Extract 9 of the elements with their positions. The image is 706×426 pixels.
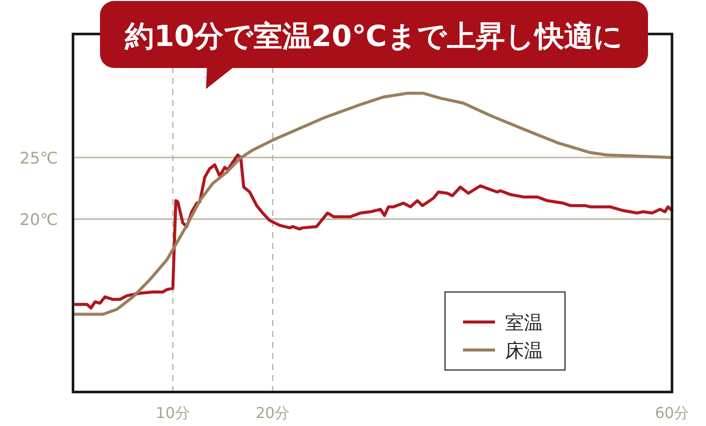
legend-label: 室温 bbox=[505, 312, 543, 334]
y-tick-label: 20℃ bbox=[20, 210, 58, 230]
y-tick-label: 25℃ bbox=[20, 148, 58, 168]
legend-label: 床温 bbox=[505, 340, 543, 362]
chart-title: 約10分で室温20℃まで上昇し快適に bbox=[124, 19, 623, 53]
x-tick-label: 60分 bbox=[654, 404, 690, 422]
line-series bbox=[74, 153, 674, 310]
x-tick-label: 10分 bbox=[156, 404, 190, 422]
x-tick-label: 20分 bbox=[256, 404, 290, 422]
